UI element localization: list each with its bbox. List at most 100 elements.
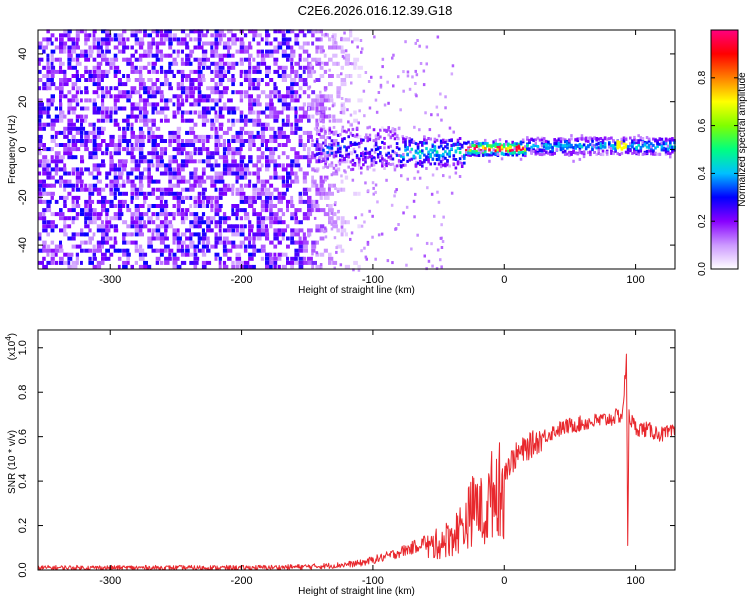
heatmap-cell xyxy=(222,151,227,156)
heatmap-cell xyxy=(437,154,441,158)
heatmap-cell xyxy=(591,139,594,143)
heatmap-cell xyxy=(42,159,47,164)
heatmap-cell xyxy=(277,155,281,160)
heatmap-cell xyxy=(134,49,138,54)
heatmap-cell xyxy=(59,159,64,164)
heatmap-cell xyxy=(101,256,107,261)
heatmap-cell xyxy=(281,134,287,139)
heatmap-cell xyxy=(608,137,611,141)
heatmap-cell xyxy=(248,94,253,99)
heatmap-cell xyxy=(391,157,395,161)
heatmap-cell xyxy=(126,61,132,66)
heatmap-cell xyxy=(88,187,92,192)
heatmap-cell xyxy=(315,45,320,50)
heatmap-cell xyxy=(147,183,151,188)
heatmap-cell xyxy=(138,139,145,143)
heatmap-cell xyxy=(502,152,506,156)
heatmap-cell xyxy=(347,120,350,124)
heatmap-cell xyxy=(67,102,73,107)
heatmap-cell xyxy=(328,163,334,168)
heatmap-cell xyxy=(362,154,365,158)
heatmap-cell xyxy=(180,208,185,213)
heatmap-cell xyxy=(353,260,358,265)
heatmap-cell xyxy=(334,201,337,205)
heatmap-cell xyxy=(637,152,640,156)
heatmap-cell xyxy=(252,139,256,143)
heatmap-cell xyxy=(311,69,316,74)
heatmap-cell xyxy=(252,163,258,168)
heatmap-cell xyxy=(568,153,571,157)
heatmap-cell xyxy=(168,33,172,38)
heatmap-cell xyxy=(113,204,118,208)
heatmap-cell xyxy=(248,130,254,135)
heatmap-cell xyxy=(54,151,61,156)
heatmap-cell xyxy=(63,143,68,147)
heatmap-cell xyxy=(180,199,185,204)
heatmap-cell xyxy=(75,69,79,74)
heatmap-cell xyxy=(256,179,261,184)
heatmap-cell xyxy=(375,110,379,114)
heatmap-cell xyxy=(113,191,117,196)
heatmap-cell xyxy=(302,216,309,221)
heatmap-cell xyxy=(393,151,396,155)
heatmap-cell xyxy=(302,236,307,241)
heatmap-cell xyxy=(286,118,290,123)
heatmap-cell xyxy=(231,228,235,233)
heatmap-cell xyxy=(265,236,270,241)
heatmap-cell xyxy=(294,208,299,213)
heatmap-cell xyxy=(486,153,489,157)
heatmap-cell xyxy=(319,98,325,103)
heatmap-cell xyxy=(84,106,90,111)
heatmap-cell xyxy=(311,102,315,107)
heatmap-cell xyxy=(298,74,303,78)
heatmap-cell xyxy=(526,136,529,140)
heatmap-cell xyxy=(134,212,141,217)
heatmap-cell xyxy=(227,240,232,245)
heatmap-cell xyxy=(248,110,254,115)
heatmap-cell xyxy=(42,216,47,221)
heatmap-cell xyxy=(214,134,219,139)
heatmap-cell xyxy=(328,45,333,50)
heatmap-cell xyxy=(176,236,182,241)
heatmap-cell xyxy=(521,138,525,142)
heatmap-cell xyxy=(629,142,632,146)
heatmap-cell xyxy=(214,195,219,200)
heatmap-cell xyxy=(130,147,135,152)
heatmap-cell xyxy=(164,114,168,119)
heatmap-cell xyxy=(101,69,107,74)
heatmap-cell xyxy=(206,216,211,221)
heatmap-cell xyxy=(222,159,229,164)
heatmap-cell xyxy=(222,167,229,172)
heatmap-cell xyxy=(475,140,479,144)
heatmap-cell xyxy=(138,244,143,249)
heatmap-cell xyxy=(80,167,84,172)
heatmap-cell xyxy=(416,142,420,146)
heatmap-cell xyxy=(467,153,470,157)
heatmap-cell xyxy=(442,140,445,144)
heatmap-cell xyxy=(315,264,322,269)
heatmap-cell xyxy=(80,171,84,176)
heatmap-cell xyxy=(84,183,88,188)
heatmap-cell xyxy=(134,232,139,237)
heatmap-cell xyxy=(46,147,52,152)
heatmap-cell xyxy=(439,154,443,158)
heatmap-cell xyxy=(227,61,233,66)
heatmap-cell xyxy=(50,159,56,164)
heatmap-cell xyxy=(311,199,317,204)
heatmap-cell xyxy=(248,98,252,103)
heatmap-cell xyxy=(243,212,250,217)
heatmap-cell xyxy=(397,154,401,157)
heatmap-cell xyxy=(307,53,311,58)
heatmap-cell xyxy=(151,29,158,34)
heatmap-cell xyxy=(256,212,262,217)
heatmap-cell xyxy=(151,102,156,107)
heatmap-cell xyxy=(38,126,43,131)
heatmap-cell xyxy=(92,167,97,172)
heatmap-cell xyxy=(311,244,317,249)
heatmap-cell xyxy=(379,128,382,132)
heatmap-cell xyxy=(408,158,411,162)
heatmap-cell xyxy=(248,41,252,46)
heatmap-cell xyxy=(235,130,241,135)
heatmap-cell xyxy=(281,175,285,180)
heatmap-cell xyxy=(580,136,584,140)
